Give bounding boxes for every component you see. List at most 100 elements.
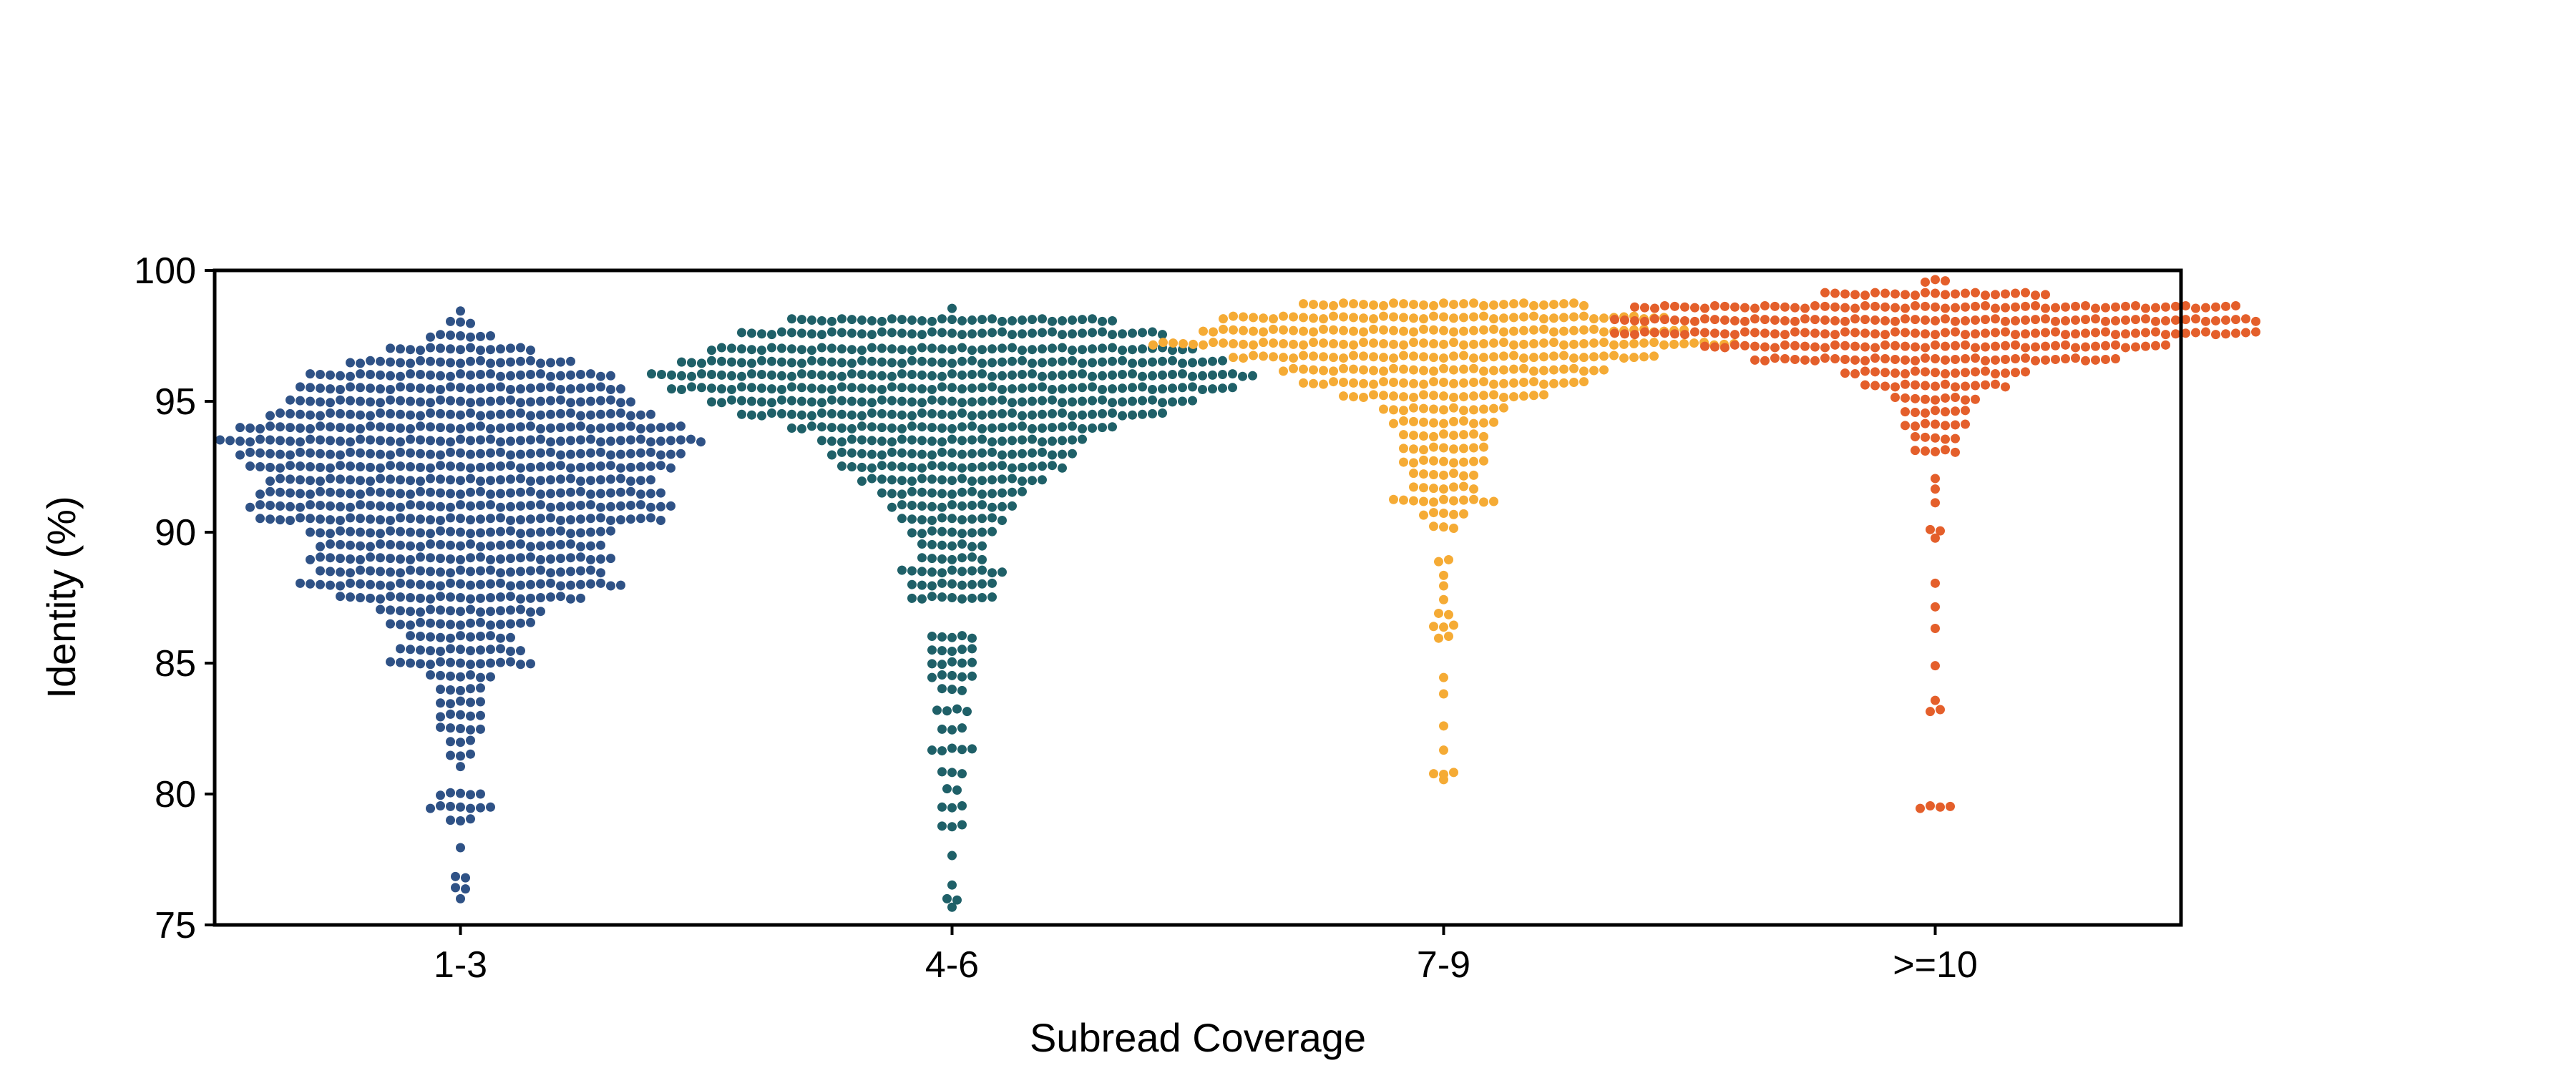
data-point [2241, 314, 2250, 324]
data-point [767, 398, 776, 408]
data-point [1108, 356, 1117, 366]
data-point [1018, 356, 1027, 366]
data-point [1329, 311, 1338, 321]
data-point [416, 566, 425, 576]
data-point [1860, 290, 1870, 300]
data-point [1469, 339, 1478, 349]
data-point [1349, 313, 1358, 323]
data-point [446, 513, 455, 523]
data-point [616, 384, 625, 394]
data-point [937, 328, 947, 338]
data-point [446, 540, 455, 550]
data-point [947, 593, 957, 602]
data-point [1399, 430, 1408, 440]
data-point [897, 369, 907, 379]
data-point [446, 606, 455, 616]
data-point [1981, 342, 1990, 352]
data-point [1379, 353, 1388, 363]
data-point [2151, 327, 2160, 337]
data-point [586, 410, 595, 420]
data-point [516, 567, 525, 577]
data-point [326, 501, 335, 511]
data-point [667, 370, 676, 380]
data-point [606, 581, 615, 591]
data-point [1249, 313, 1258, 323]
data-point [636, 423, 645, 433]
data-point [847, 396, 857, 406]
data-point [2121, 329, 2130, 339]
data-point [286, 516, 295, 525]
data-point [1840, 327, 1850, 337]
data-point [386, 436, 395, 446]
data-point [536, 527, 545, 537]
data-point [1549, 338, 1558, 348]
data-point [1389, 325, 1398, 335]
data-point [967, 566, 977, 576]
data-point [496, 423, 505, 433]
data-point [1088, 358, 1097, 368]
data-point [1901, 314, 1910, 324]
data-point [1108, 370, 1117, 380]
data-point [1118, 411, 1127, 421]
data-point [1028, 448, 1037, 458]
data-point [466, 632, 475, 642]
data-point [616, 449, 625, 459]
data-point [235, 436, 245, 446]
data-point [336, 423, 345, 433]
data-point [1700, 314, 1709, 324]
data-point [546, 423, 555, 433]
data-point [1409, 482, 1418, 492]
data-point [997, 357, 1007, 367]
data-point [376, 580, 385, 590]
data-point [456, 738, 465, 748]
data-point [2001, 382, 2010, 392]
data-point [416, 486, 425, 496]
data-point [426, 529, 435, 539]
data-point [957, 553, 967, 563]
data-point [456, 762, 465, 772]
data-point [1088, 382, 1097, 392]
data-point [1961, 288, 1970, 298]
data-point [957, 645, 967, 655]
data-point [2201, 327, 2210, 337]
data-point [1539, 314, 1548, 324]
data-point [1529, 311, 1538, 321]
data-point [1569, 339, 1579, 349]
data-point [336, 436, 345, 446]
data-point [1609, 351, 1619, 361]
data-point [336, 539, 345, 549]
data-point [987, 592, 997, 602]
data-point [1569, 353, 1579, 363]
data-point [1299, 378, 1308, 388]
data-point [1911, 366, 1920, 376]
data-point [416, 645, 425, 655]
data-point [1429, 469, 1438, 479]
data-point [1519, 377, 1528, 387]
data-point [1690, 327, 1699, 337]
data-point [606, 423, 615, 433]
data-point [1008, 422, 1017, 432]
data-point [606, 488, 615, 498]
data-point [1128, 328, 1137, 338]
data-point [2051, 327, 2060, 337]
data-point [556, 450, 565, 460]
data-point [1449, 392, 1458, 402]
data-point [1951, 303, 1960, 313]
data-point [466, 436, 475, 446]
data-point [1359, 378, 1368, 388]
data-point [596, 578, 605, 588]
data-point [606, 395, 615, 405]
data-point [1279, 311, 1288, 321]
data-point [2031, 342, 2040, 352]
data-point [456, 696, 465, 706]
data-point [556, 592, 565, 602]
data-point [787, 423, 796, 433]
data-point [2181, 300, 2190, 310]
data-point [356, 554, 365, 564]
data-point [1921, 432, 1930, 442]
series-1-3 [215, 306, 706, 903]
data-point [1389, 377, 1398, 387]
data-point [947, 345, 957, 355]
data-point [942, 893, 952, 903]
data-point [456, 685, 465, 695]
